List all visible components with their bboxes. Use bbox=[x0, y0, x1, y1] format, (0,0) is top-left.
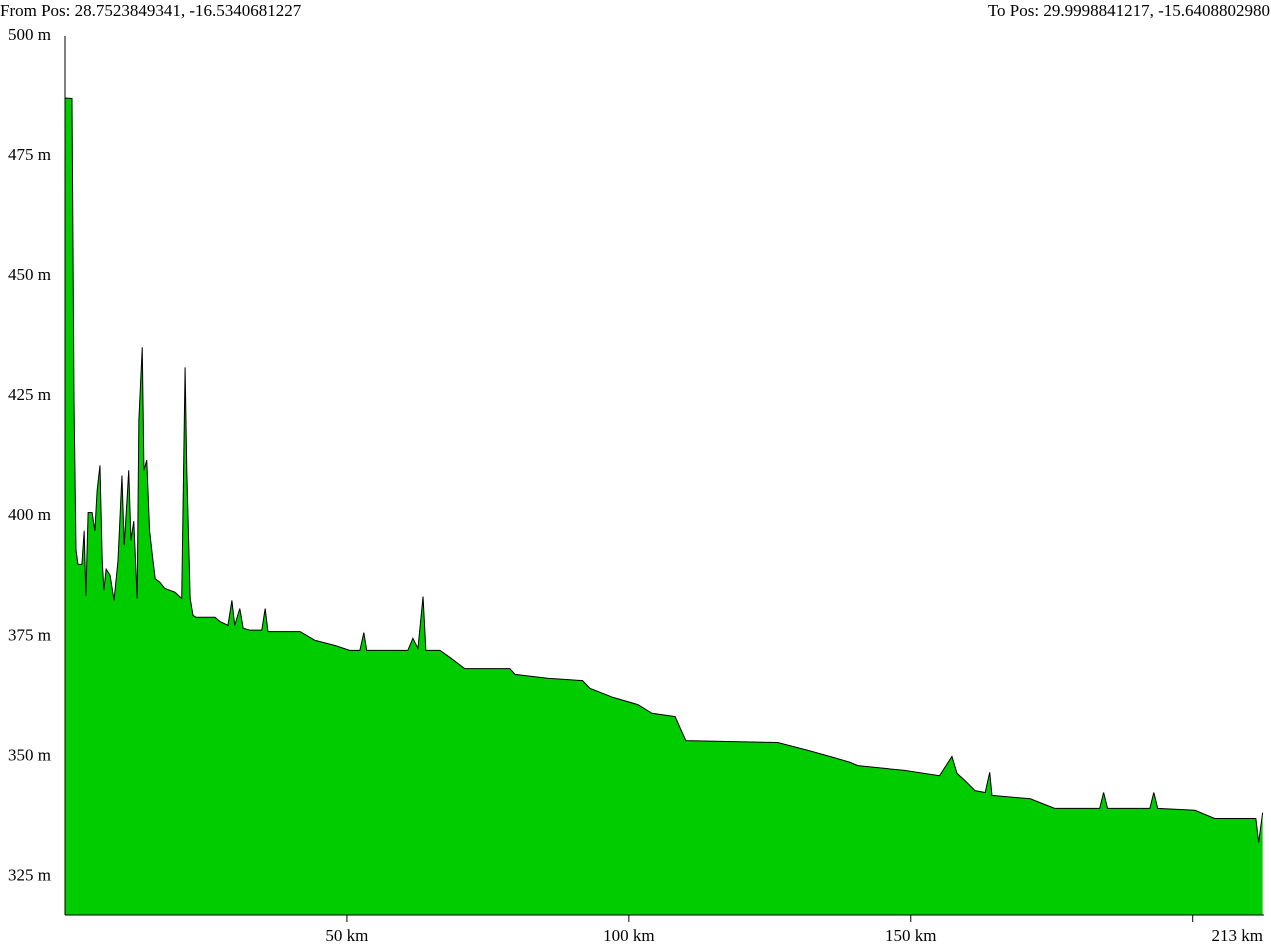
y-tick-label: 325 m bbox=[8, 865, 51, 884]
elevation-area bbox=[65, 97, 1263, 915]
x-tick-label: 150 km bbox=[885, 926, 936, 945]
y-tick-label: 375 m bbox=[8, 625, 51, 644]
to-position: To Pos: 29.9998841217, -15.6408802980 bbox=[988, 1, 1270, 20]
x-tick-label: 213 km bbox=[1212, 926, 1263, 945]
x-tick-label: 50 km bbox=[325, 926, 368, 945]
y-tick-label: 475 m bbox=[8, 145, 51, 164]
y-tick-label: 500 m bbox=[8, 25, 51, 44]
y-tick-label: 425 m bbox=[8, 385, 51, 404]
x-tick-label: 100 km bbox=[603, 926, 654, 945]
y-tick-label: 400 m bbox=[8, 505, 51, 524]
y-tick-label: 450 m bbox=[8, 265, 51, 284]
from-position: From Pos: 28.7523849341, -16.5340681227 bbox=[0, 1, 302, 20]
elevation-line bbox=[64, 97, 1264, 843]
y-tick-label: 350 m bbox=[8, 745, 51, 764]
